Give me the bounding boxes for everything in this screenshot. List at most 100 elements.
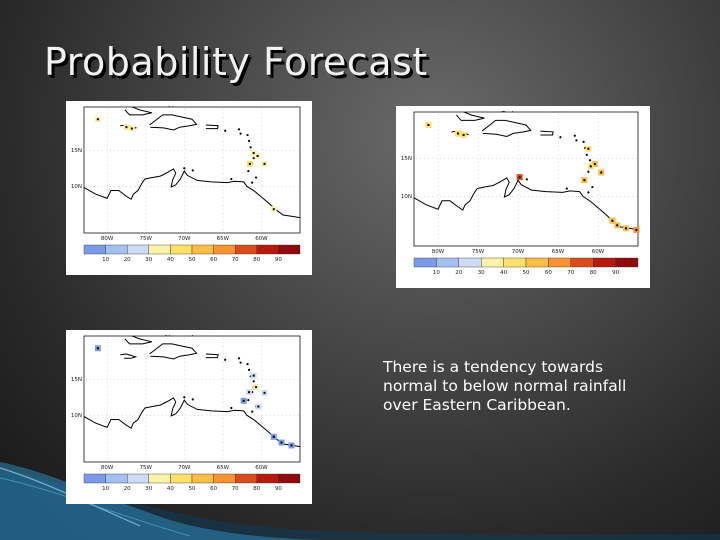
gridline-dot [261, 213, 263, 214]
gridline-dot [261, 346, 263, 347]
gridline-dot [184, 386, 185, 387]
gridline-dot [145, 378, 147, 379]
gridline-dot [444, 196, 445, 197]
station-dot [462, 133, 465, 136]
gridline-dot [222, 189, 224, 190]
gridline-dot [478, 238, 479, 239]
gridline-dot [194, 150, 195, 151]
gridline-dot [170, 379, 171, 380]
gridline-dot [282, 186, 283, 187]
gridline-dot [184, 422, 185, 423]
gridline-dot [438, 230, 439, 231]
gridline-dot [558, 226, 559, 227]
gridline-dot [261, 109, 263, 110]
gridline-dot [512, 157, 513, 159]
gridline-dot [145, 438, 147, 439]
gridline-dot [496, 196, 497, 197]
gridline-dot [107, 386, 108, 387]
gridline-dot [262, 150, 263, 151]
gridline-dot [424, 157, 425, 159]
gridline-dot [118, 379, 119, 380]
coastline [124, 107, 153, 116]
gridline-dot [145, 129, 147, 130]
gridline-dot [222, 149, 224, 150]
gridline-dot [98, 379, 99, 380]
gridline-dot [222, 117, 224, 118]
gridline-dot [478, 222, 479, 223]
gridline-dot [190, 150, 191, 151]
gridline-dot [484, 196, 485, 197]
gridline-dot [107, 362, 108, 363]
colorbar-swatch [170, 473, 193, 484]
lon-tick-label: 65W [217, 465, 230, 471]
gridline-dot [145, 185, 147, 186]
gridline-dot [142, 379, 143, 380]
colorbar-swatch [548, 257, 571, 268]
gridline-dot [598, 210, 599, 211]
station-dot [583, 179, 586, 182]
gridline-dot [564, 157, 565, 159]
gridline-dot [598, 234, 599, 235]
gridline-dot [636, 157, 637, 159]
gridline-dot [572, 196, 573, 197]
gridline-dot [438, 242, 439, 243]
colorbar-swatch [127, 244, 150, 255]
gridline-dot [106, 186, 107, 187]
island [247, 368, 251, 371]
gridline-dot [516, 196, 517, 197]
gridline-dot [184, 165, 185, 166]
station-dot [248, 162, 251, 165]
gridline-dot [107, 229, 108, 230]
gridline-dot [242, 379, 243, 380]
gridline-dot [616, 157, 617, 159]
gridline-dot [90, 150, 91, 151]
gridline-dot [222, 418, 224, 419]
gridline-dot [154, 415, 155, 416]
gridline-dot [452, 196, 453, 197]
gridline-dot [261, 422, 263, 423]
gridline-dot [145, 454, 147, 455]
gridline-dot [266, 379, 267, 380]
gridline-dot [266, 150, 267, 151]
lon-tick-label: 65W [217, 236, 230, 242]
gridline-dot [218, 150, 219, 151]
gridline-dot [230, 415, 231, 416]
gridline-dot [210, 150, 211, 151]
gridline-dot [146, 186, 147, 187]
gridline-dot [107, 390, 108, 391]
gridline-dot [478, 178, 479, 179]
gridline-dot [438, 118, 439, 119]
gridline-dot [476, 196, 477, 197]
gridline-dot [540, 196, 541, 197]
colorbar-swatch [256, 473, 279, 484]
gridline-dot [145, 201, 147, 202]
gridline-dot [558, 206, 559, 207]
gridline-dot [518, 154, 519, 155]
colorbar-swatch [148, 244, 171, 255]
gridline-dot [107, 117, 108, 118]
gridline-dot [190, 186, 191, 187]
island [239, 361, 242, 364]
gridline-dot [158, 186, 159, 187]
gridline-dot [198, 186, 199, 187]
gridline-dot [194, 379, 195, 380]
gridline-dot [261, 454, 263, 455]
gridline-dot [222, 370, 224, 371]
gridline-dot [286, 415, 287, 416]
coastline [414, 177, 638, 231]
gridline-dot [472, 157, 473, 159]
gridline-dot [250, 150, 251, 151]
gridline-dot [478, 114, 479, 115]
gridline-dot [438, 162, 439, 163]
gridline-dot [145, 450, 147, 451]
gridline-dot [222, 386, 224, 387]
gridline-dot [222, 374, 224, 375]
gridline-dot [184, 446, 185, 447]
gridline-dot [184, 213, 185, 214]
gridline-dot [145, 358, 147, 359]
gridline-dot [145, 205, 147, 206]
gridline-dot [261, 201, 263, 202]
gridline-dot [222, 153, 224, 154]
gridline-dot [107, 185, 108, 186]
gridline-dot [438, 134, 439, 135]
